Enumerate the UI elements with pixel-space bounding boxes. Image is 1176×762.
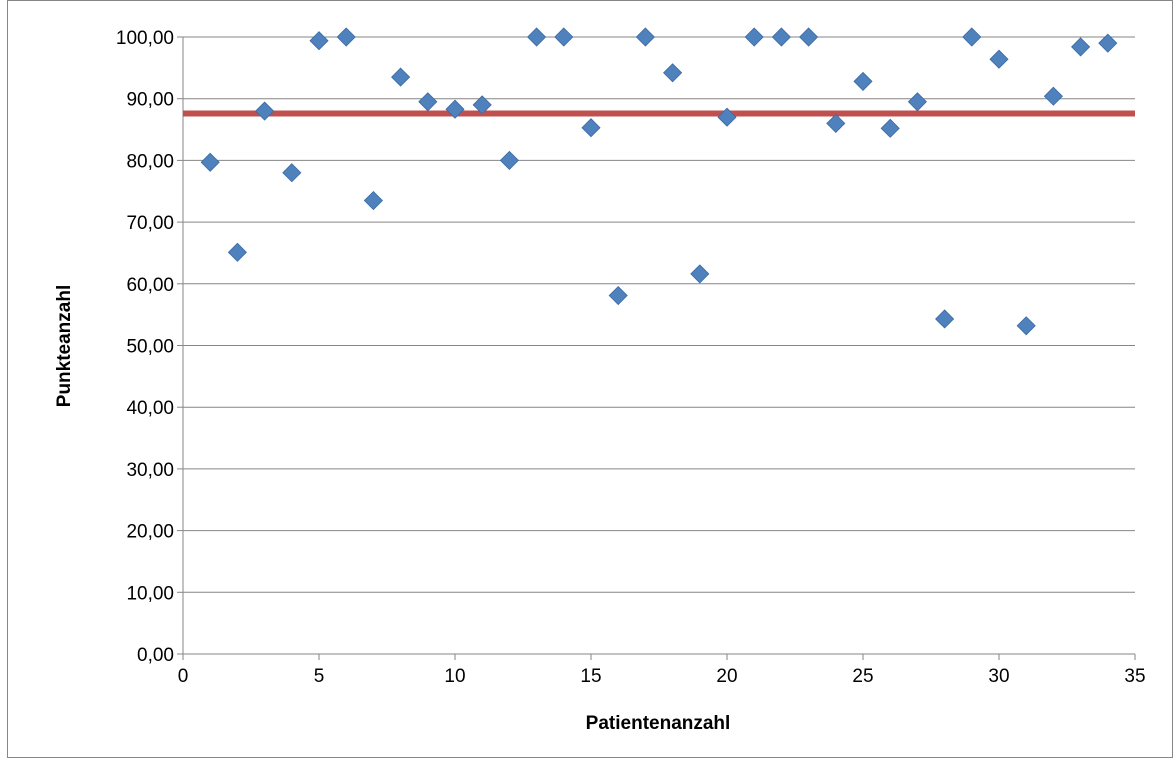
y-tick-label: 40,00 xyxy=(126,398,174,419)
data-point xyxy=(962,27,982,47)
data-point xyxy=(363,190,383,211)
data-point xyxy=(418,92,438,112)
x-tick-label: 5 xyxy=(314,666,325,687)
data-point xyxy=(200,152,220,172)
y-tick-label: 30,00 xyxy=(126,460,174,481)
x-tick-label: 0 xyxy=(178,666,189,687)
x-tick-label: 35 xyxy=(1124,666,1145,687)
data-point xyxy=(799,27,819,47)
x-tick-label: 15 xyxy=(580,666,601,687)
y-tick-label: 90,00 xyxy=(126,90,174,111)
data-point xyxy=(744,27,764,47)
data-point xyxy=(663,63,683,83)
data-point xyxy=(336,27,356,47)
y-axis-title: Punkteanzahl xyxy=(54,285,75,407)
x-tick-labels: 0 5 10 15 20 25 30 35 xyxy=(178,666,1146,687)
y-tick-labels: 0,00 10,00 20,00 30,00 40,00 50,00 60,00 70,00 8… xyxy=(116,28,174,666)
data-point xyxy=(227,242,247,262)
data-point xyxy=(771,27,791,47)
x-tick-label: 30 xyxy=(988,666,1009,687)
data-point xyxy=(853,71,873,91)
data-point xyxy=(472,95,492,115)
x-tick-label: 10 xyxy=(444,666,465,687)
data-point xyxy=(445,99,465,119)
y-tick-label: 80,00 xyxy=(126,151,174,172)
axes xyxy=(177,36,1136,660)
data-point xyxy=(1071,37,1091,57)
data-point xyxy=(1098,33,1118,53)
data-point xyxy=(1016,316,1036,336)
data-point xyxy=(608,285,628,306)
y-tick-label: 0,00 xyxy=(137,645,174,666)
x-tick-label: 25 xyxy=(852,666,873,687)
y-tick-label: 70,00 xyxy=(126,213,174,234)
data-point xyxy=(989,49,1009,69)
y-tick-label: 50,00 xyxy=(126,337,174,358)
y-tick-label: 60,00 xyxy=(126,275,174,296)
data-point xyxy=(499,150,519,170)
data-point xyxy=(282,163,302,183)
data-points xyxy=(200,27,1118,336)
data-point xyxy=(907,92,927,112)
data-point xyxy=(1043,86,1063,106)
data-point xyxy=(880,118,900,138)
data-point xyxy=(635,27,655,47)
y-tick-label: 100,00 xyxy=(116,28,174,49)
data-point xyxy=(826,113,846,133)
data-point xyxy=(309,31,329,51)
data-point xyxy=(717,107,737,127)
x-axis-title: Patientenanzahl xyxy=(586,713,731,734)
data-point xyxy=(935,309,955,329)
y-tick-label: 20,00 xyxy=(126,522,174,543)
data-point xyxy=(255,101,275,121)
data-point xyxy=(391,67,411,87)
x-tick-label: 20 xyxy=(716,666,737,687)
y-tick-label: 10,00 xyxy=(126,583,174,604)
data-point xyxy=(527,27,547,47)
gridlines xyxy=(183,36,1135,593)
data-point xyxy=(554,27,574,47)
data-point xyxy=(581,118,601,138)
data-point xyxy=(690,264,710,284)
